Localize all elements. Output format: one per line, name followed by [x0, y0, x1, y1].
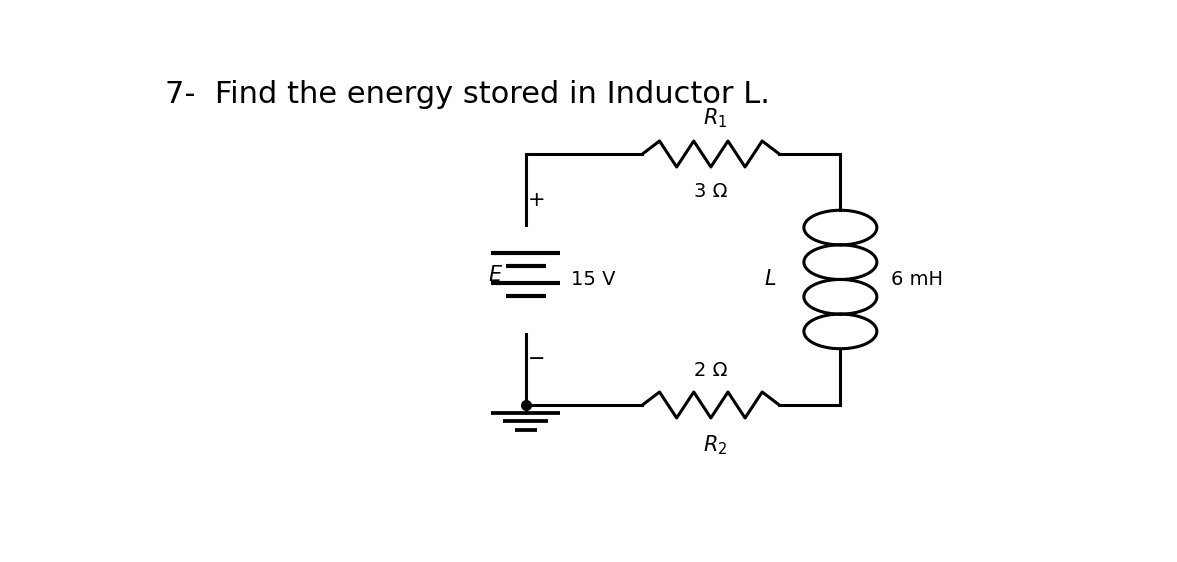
Text: −: − [527, 348, 545, 369]
Text: 15 V: 15 V [571, 270, 616, 289]
Text: +: + [527, 191, 545, 210]
Text: $L$: $L$ [764, 270, 777, 289]
Text: 2 Ω: 2 Ω [694, 361, 727, 380]
Text: $R_1$: $R_1$ [703, 107, 727, 130]
Text: 6 mH: 6 mH [891, 270, 943, 289]
Text: 3 Ω: 3 Ω [694, 182, 727, 201]
Text: $R_2$: $R_2$ [703, 433, 727, 457]
Text: 7-  Find the energy stored in Inductor L.: 7- Find the energy stored in Inductor L. [165, 80, 770, 110]
Text: $E$: $E$ [487, 265, 503, 285]
